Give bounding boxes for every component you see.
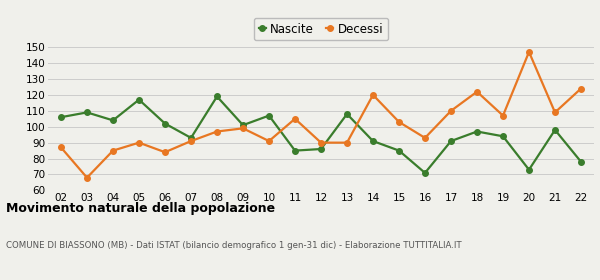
Text: COMUNE DI BIASSONO (MB) - Dati ISTAT (bilancio demografico 1 gen-31 dic) - Elabo: COMUNE DI BIASSONO (MB) - Dati ISTAT (bi…	[6, 241, 461, 250]
Nascite	[421, 171, 428, 174]
Nascite	[265, 114, 272, 117]
Nascite	[551, 128, 559, 132]
Decessi	[58, 146, 65, 149]
Nascite	[526, 168, 533, 171]
Nascite	[499, 135, 506, 138]
Nascite	[136, 98, 143, 101]
Nascite	[317, 147, 325, 151]
Decessi	[395, 120, 403, 124]
Nascite	[109, 119, 116, 122]
Nascite	[239, 123, 247, 127]
Decessi	[499, 114, 506, 117]
Decessi	[292, 117, 299, 120]
Nascite	[395, 149, 403, 152]
Decessi	[551, 111, 559, 114]
Line: Decessi: Decessi	[58, 49, 584, 180]
Nascite	[83, 111, 91, 114]
Decessi	[265, 139, 272, 143]
Decessi	[239, 127, 247, 130]
Decessi	[136, 141, 143, 144]
Decessi	[109, 149, 116, 152]
Nascite	[448, 139, 455, 143]
Nascite	[292, 149, 299, 152]
Decessi	[448, 109, 455, 113]
Decessi	[473, 90, 481, 94]
Line: Nascite: Nascite	[58, 94, 584, 176]
Legend: Nascite, Decessi: Nascite, Decessi	[254, 18, 388, 40]
Nascite	[473, 130, 481, 133]
Decessi	[370, 93, 377, 97]
Nascite	[187, 136, 194, 139]
Nascite	[58, 116, 65, 119]
Decessi	[83, 176, 91, 179]
Nascite	[370, 139, 377, 143]
Decessi	[161, 151, 169, 154]
Decessi	[526, 50, 533, 53]
Decessi	[317, 141, 325, 144]
Nascite	[161, 122, 169, 125]
Decessi	[421, 136, 428, 139]
Nascite	[214, 95, 221, 98]
Decessi	[187, 139, 194, 143]
Nascite	[577, 160, 584, 164]
Nascite	[343, 112, 350, 116]
Text: Movimento naturale della popolazione: Movimento naturale della popolazione	[6, 202, 275, 214]
Decessi	[214, 130, 221, 133]
Decessi	[577, 87, 584, 90]
Decessi	[343, 141, 350, 144]
